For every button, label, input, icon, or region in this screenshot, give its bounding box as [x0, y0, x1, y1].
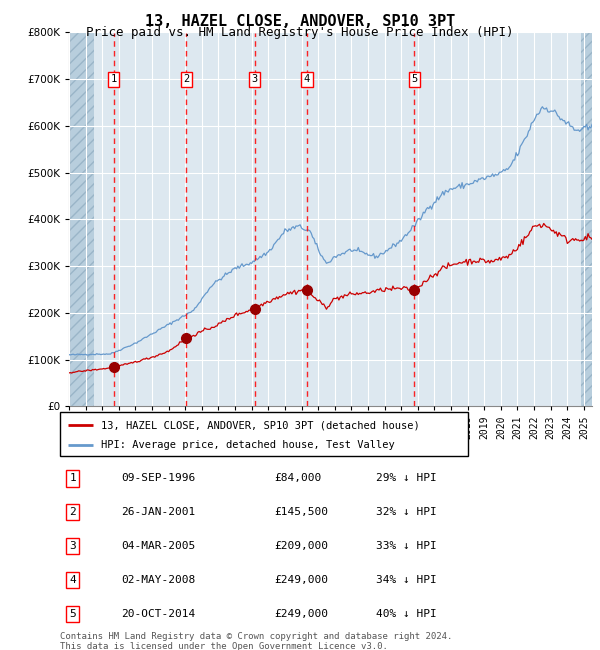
Text: 32% ↓ HPI: 32% ↓ HPI [376, 507, 437, 517]
Text: 09-SEP-1996: 09-SEP-1996 [121, 473, 196, 484]
Text: 5: 5 [70, 608, 76, 619]
Text: 1: 1 [110, 74, 117, 85]
Text: Contains HM Land Registry data © Crown copyright and database right 2024.
This d: Contains HM Land Registry data © Crown c… [60, 632, 452, 650]
Text: 13, HAZEL CLOSE, ANDOVER, SP10 3PT (detached house): 13, HAZEL CLOSE, ANDOVER, SP10 3PT (deta… [101, 421, 419, 430]
Text: 04-MAR-2005: 04-MAR-2005 [121, 541, 196, 551]
Text: 2: 2 [70, 507, 76, 517]
Text: 3: 3 [70, 541, 76, 551]
Text: 3: 3 [251, 74, 257, 85]
Text: £84,000: £84,000 [274, 473, 322, 484]
Bar [69, 32, 94, 406]
Text: Price paid vs. HM Land Registry's House Price Index (HPI): Price paid vs. HM Land Registry's House … [86, 26, 514, 39]
Text: £249,000: £249,000 [274, 608, 328, 619]
Bar [581, 32, 592, 406]
Text: £249,000: £249,000 [274, 575, 328, 585]
Text: £209,000: £209,000 [274, 541, 328, 551]
Text: 4: 4 [304, 74, 310, 85]
Text: 26-JAN-2001: 26-JAN-2001 [121, 507, 196, 517]
Text: 13, HAZEL CLOSE, ANDOVER, SP10 3PT: 13, HAZEL CLOSE, ANDOVER, SP10 3PT [145, 14, 455, 29]
Bar [69, 32, 94, 406]
Text: 20-OCT-2014: 20-OCT-2014 [121, 608, 196, 619]
Text: 02-MAY-2008: 02-MAY-2008 [121, 575, 196, 585]
Text: 2: 2 [184, 74, 190, 85]
Bar [581, 32, 592, 406]
FancyBboxPatch shape [60, 412, 468, 456]
Text: HPI: Average price, detached house, Test Valley: HPI: Average price, detached house, Test… [101, 440, 395, 450]
Text: 29% ↓ HPI: 29% ↓ HPI [376, 473, 437, 484]
Text: 5: 5 [412, 74, 418, 85]
Text: 34% ↓ HPI: 34% ↓ HPI [376, 575, 437, 585]
Text: 33% ↓ HPI: 33% ↓ HPI [376, 541, 437, 551]
Text: 40% ↓ HPI: 40% ↓ HPI [376, 608, 437, 619]
Text: £145,500: £145,500 [274, 507, 328, 517]
Text: 4: 4 [70, 575, 76, 585]
Text: 1: 1 [70, 473, 76, 484]
